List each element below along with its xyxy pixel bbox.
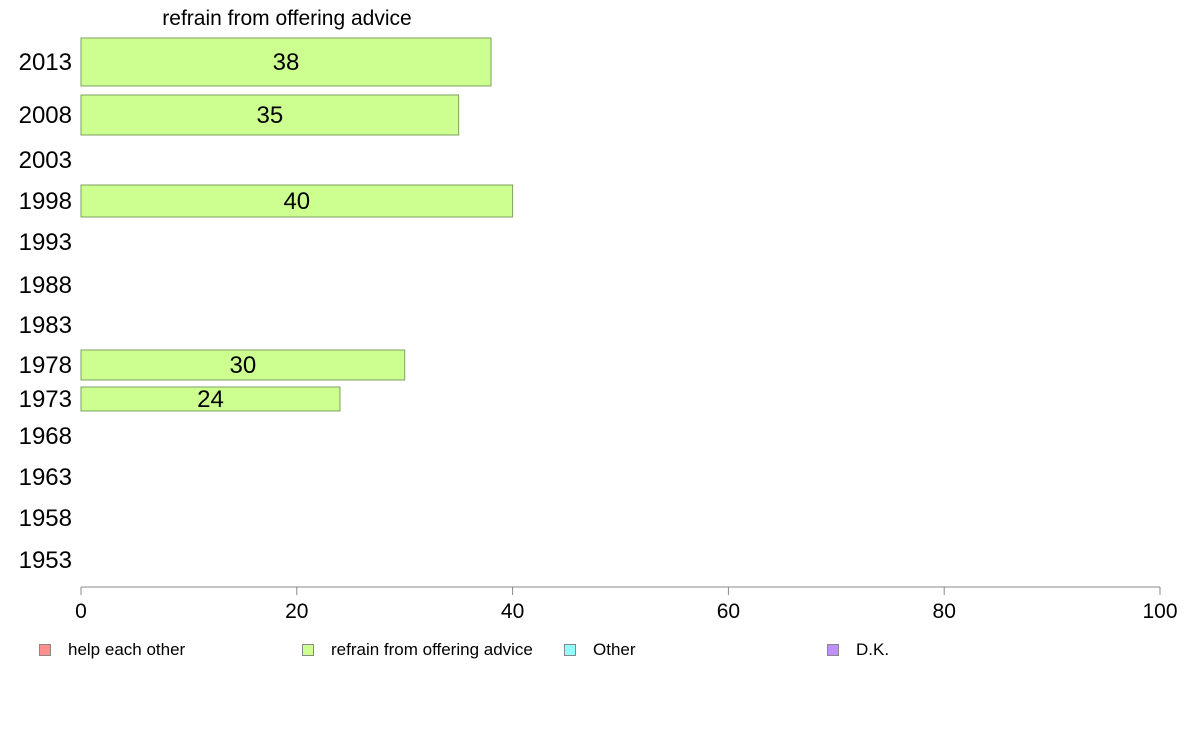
- legend-swatch-other: [564, 644, 576, 656]
- data-label-1978: 30: [229, 352, 256, 379]
- data-label-1998: 40: [283, 188, 310, 215]
- x-tick-label-20: 20: [285, 600, 308, 623]
- x-tick-label-0: 0: [75, 600, 87, 623]
- legend-item-other: Other: [564, 638, 636, 662]
- legend-item-refrain: refrain from offering advice: [302, 638, 533, 662]
- y-tick-label-1968: 1968: [19, 423, 72, 450]
- y-tick-label-2003: 2003: [19, 147, 72, 174]
- bar-2008: [80, 94, 460, 136]
- chart-title: refrain from offering advice: [162, 7, 411, 30]
- data-label-1973: 24: [197, 386, 224, 413]
- bar-1978: [80, 349, 406, 381]
- legend-item-help-each-other: help each other: [39, 638, 185, 662]
- bar-1998: [80, 184, 514, 218]
- y-tick-label-2013: 2013: [19, 49, 72, 76]
- y-tick-label-1953: 1953: [19, 547, 72, 574]
- legend-swatch-help-each-other: [39, 644, 51, 656]
- y-tick-label-1983: 1983: [19, 312, 72, 339]
- x-tick-label-60: 60: [717, 600, 740, 623]
- legend-label: Other: [593, 640, 636, 659]
- y-tick-label-1978: 1978: [19, 352, 72, 379]
- legend-label: help each other: [68, 640, 186, 659]
- legend-swatch-refrain: [302, 644, 314, 656]
- y-tick-label-1988: 1988: [19, 272, 72, 299]
- data-label-2008: 35: [256, 102, 283, 129]
- data-label-2013: 38: [273, 49, 300, 76]
- y-tick-label-2008: 2008: [19, 102, 72, 129]
- x-axis: 0 20 40 60 80 100: [75, 586, 1178, 623]
- y-tick-label-1993: 1993: [19, 229, 72, 256]
- bar-rows: 2013 38 2008 35 2003 1998 40 1993 1988 1983 1978 30…: [19, 37, 514, 574]
- legend: help each other refrain from offering ad…: [0, 638, 1188, 662]
- y-tick-label-1998: 1998: [19, 188, 72, 215]
- x-tick-label-40: 40: [501, 600, 524, 623]
- legend-label: refrain from offering advice: [331, 640, 533, 659]
- legend-label: D.K.: [856, 640, 890, 659]
- legend-swatch-dk: [827, 644, 839, 656]
- y-tick-label-1958: 1958: [19, 505, 72, 532]
- legend-item-dk: D.K.: [827, 638, 889, 662]
- bar-2013: [80, 37, 492, 87]
- bar-1973: [80, 386, 341, 412]
- y-tick-label-1973: 1973: [19, 386, 72, 413]
- x-tick-label-80: 80: [933, 600, 956, 623]
- x-tick-label-100: 100: [1142, 600, 1177, 623]
- y-tick-label-1963: 1963: [19, 464, 72, 491]
